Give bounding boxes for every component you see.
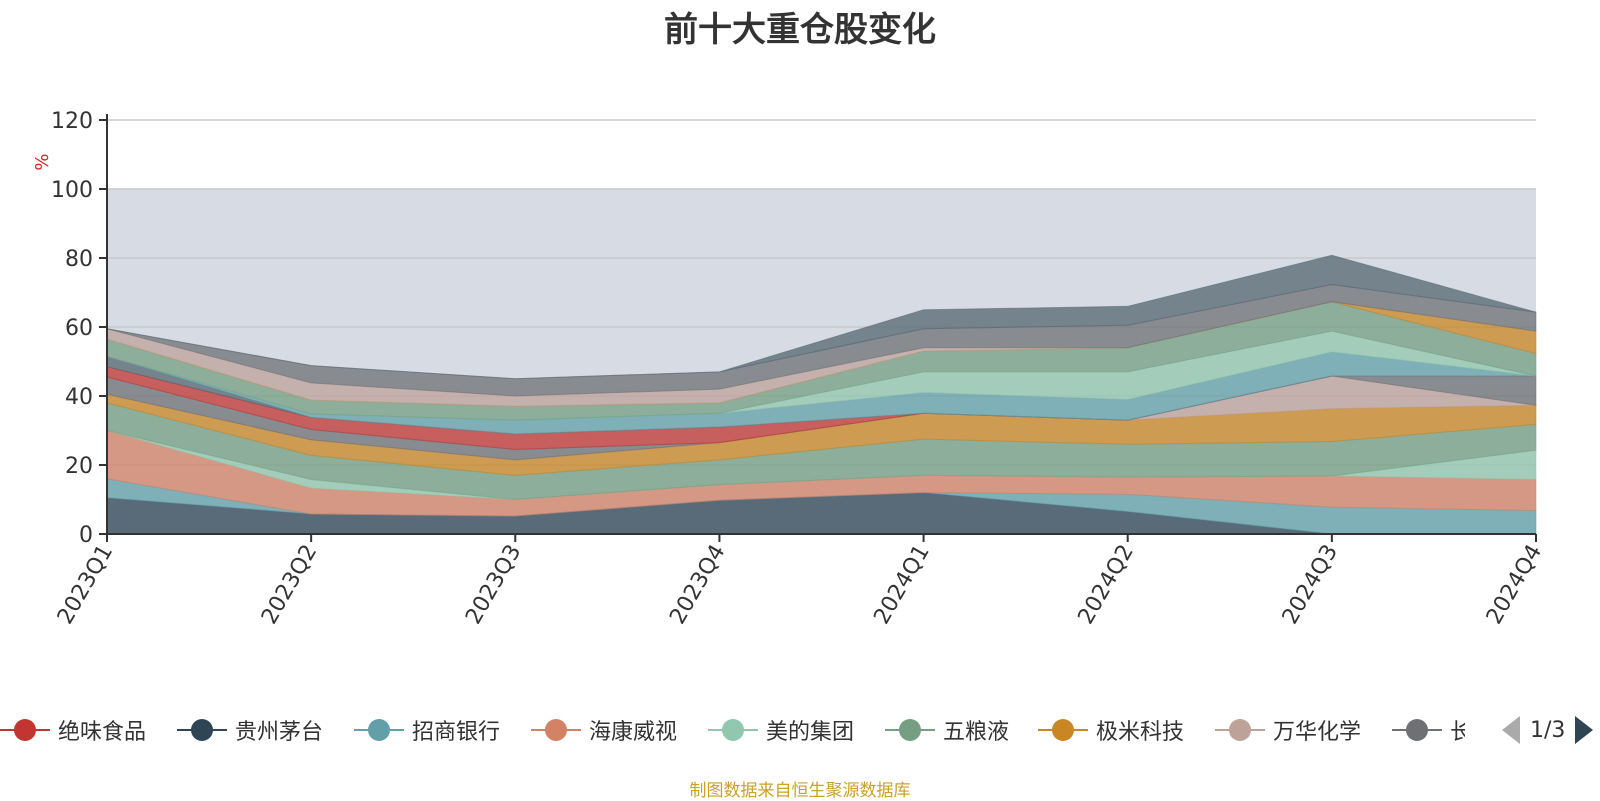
legend-pager: 1/3 (1502, 710, 1594, 750)
y-axis-label: % (32, 153, 53, 170)
legend-label: 美的集团 (766, 720, 855, 745)
y-tick-label: 40 (65, 385, 93, 410)
legend-prev-page-icon[interactable] (1502, 716, 1520, 744)
legend-items: 绝味食品 贵州茅台 招商银行 海康威视 美的集团 五粮液 极米科技 万华化学 长江电力 (0, 710, 1465, 750)
legend-marker-icon (531, 717, 581, 743)
legend-marker-icon (0, 717, 50, 743)
y-tick-label: 20 (65, 454, 93, 479)
y-tick-label: 60 (65, 316, 93, 341)
legend: 绝味食品 贵州茅台 招商银行 海康威视 美的集团 五粮液 极米科技 万华化学 长江电力 1/3 (0, 710, 1600, 750)
stacked-area-chart: % 0 20 40 60 80 100 120 2023Q1 2023Q2 2023Q3 2023Q… (32, 109, 1547, 629)
legend-item[interactable]: 长江电力 (1392, 710, 1465, 750)
legend-label: 绝味食品 (58, 720, 147, 745)
x-tick-label: 2024Q4 (1482, 541, 1547, 629)
legend-label: 长江电力 (1450, 720, 1465, 745)
legend-label: 海康威视 (589, 720, 678, 745)
x-tick-label: 2023Q1 (53, 541, 118, 629)
legend-marker-icon (354, 717, 404, 743)
y-tick-label: 80 (65, 247, 93, 272)
legend-marker-icon (885, 717, 935, 743)
legend-item[interactable]: 海康威视 (531, 710, 677, 750)
chart-title: 前十大重仓股变化 (664, 10, 936, 50)
legend-marker-icon (708, 717, 758, 743)
legend-marker-icon (1215, 717, 1265, 743)
y-tick-label: 0 (79, 523, 93, 548)
x-tick-label: 2024Q3 (1278, 541, 1343, 629)
legend-page-indicator: 1/3 (1530, 717, 1566, 743)
legend-marker-icon (177, 717, 227, 743)
y-tick-label: 120 (51, 109, 93, 134)
source-note: 制图数据来自恒生聚源数据库 (689, 781, 911, 801)
x-tick-label: 2024Q1 (869, 541, 934, 629)
legend-item[interactable]: 贵州茅台 (177, 710, 323, 750)
legend-item[interactable]: 绝味食品 (0, 710, 146, 750)
x-tick-label: 2024Q2 (1074, 541, 1139, 629)
legend-item[interactable]: 美的集团 (708, 710, 854, 750)
legend-item[interactable]: 极米科技 (1038, 710, 1184, 750)
legend-marker-icon (1038, 717, 1088, 743)
area-series-17 (106, 254, 1537, 380)
legend-label: 五粮液 (943, 720, 1010, 745)
legend-item[interactable]: 五粮液 (885, 710, 1009, 750)
x-tick-label: 2023Q2 (257, 541, 322, 629)
legend-label: 招商银行 (412, 720, 501, 745)
legend-next-page-icon[interactable] (1575, 716, 1594, 744)
x-tick-label: 2023Q3 (461, 541, 526, 629)
legend-label: 万华化学 (1273, 720, 1362, 745)
x-tick-label: 2023Q4 (665, 541, 730, 629)
y-tick-label: 100 (51, 178, 93, 203)
legend-marker-icon (1392, 717, 1442, 743)
legend-item[interactable]: 万华化学 (1215, 710, 1361, 750)
legend-label: 极米科技 (1096, 720, 1185, 745)
legend-item[interactable]: 招商银行 (354, 710, 500, 750)
legend-label: 贵州茅台 (235, 720, 324, 745)
